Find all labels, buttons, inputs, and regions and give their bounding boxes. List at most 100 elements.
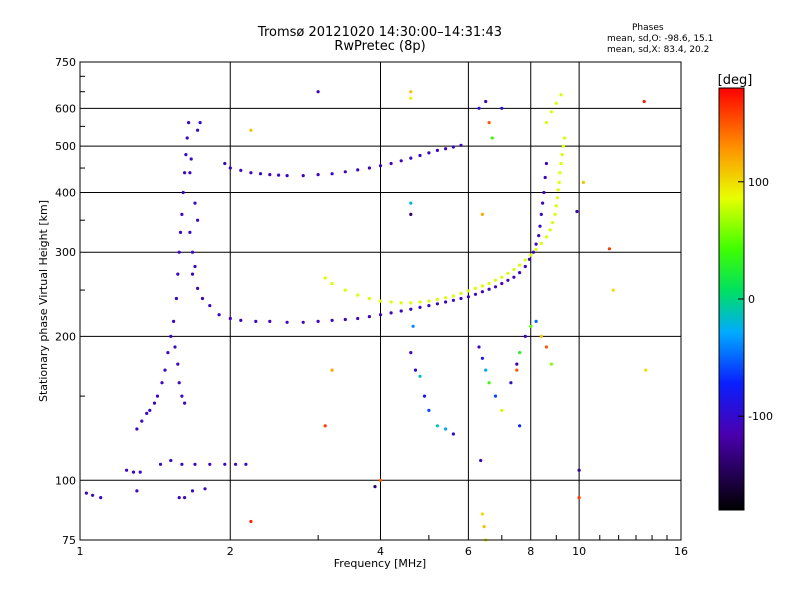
echo-point xyxy=(490,136,494,140)
echo-point xyxy=(515,368,519,372)
echo-point xyxy=(228,316,232,321)
echo-point xyxy=(223,462,227,466)
x-tick-label: 4 xyxy=(377,545,384,558)
y-tick-label: 400 xyxy=(55,186,76,199)
echo-point xyxy=(399,309,403,313)
echo-point xyxy=(500,281,504,286)
echo-point xyxy=(378,164,383,168)
echo-point xyxy=(418,374,422,378)
echo-point xyxy=(559,161,563,166)
echo-point xyxy=(427,304,431,308)
echo-point xyxy=(493,285,498,289)
echo-point xyxy=(548,228,552,232)
echo-point xyxy=(196,218,200,222)
echo-point xyxy=(174,296,178,301)
echo-point xyxy=(554,101,558,105)
echo-point xyxy=(378,299,383,303)
echo-point xyxy=(389,161,393,166)
echo-point xyxy=(577,496,581,500)
echo-point xyxy=(239,318,243,322)
echo-point xyxy=(163,368,167,372)
echo-point xyxy=(551,221,555,225)
echo-point xyxy=(208,462,212,466)
echo-point xyxy=(188,171,192,175)
colorbar-ticks: 100 0 -100 xyxy=(738,176,773,423)
echo-point xyxy=(544,345,549,349)
echo-point xyxy=(228,166,232,170)
echo-point xyxy=(473,292,478,296)
echo-point xyxy=(506,271,510,275)
echo-point xyxy=(91,493,95,497)
echo-point xyxy=(537,234,541,238)
y-tick-label: 500 xyxy=(55,140,76,153)
echo-point xyxy=(343,317,347,322)
echo-point xyxy=(466,289,470,293)
echo-point xyxy=(506,278,510,282)
echo-point xyxy=(427,299,431,303)
y-tick-label: 200 xyxy=(55,330,76,343)
echo-point xyxy=(244,462,248,466)
echo-point xyxy=(378,478,383,482)
echo-point xyxy=(451,294,455,298)
echo-point xyxy=(487,281,491,286)
echo-point xyxy=(176,362,180,366)
echo-point xyxy=(480,284,484,288)
echo-point xyxy=(158,462,163,466)
echo-point xyxy=(249,519,253,524)
echo-point xyxy=(484,99,488,104)
echo-point xyxy=(539,212,543,216)
echo-point xyxy=(200,296,205,301)
echo-point xyxy=(473,286,478,290)
chart-subtitle: RwPretec (8p) xyxy=(334,39,426,54)
echo-point xyxy=(399,159,403,163)
echo-point xyxy=(185,136,189,140)
echo-point xyxy=(330,368,334,372)
echo-point xyxy=(160,381,164,385)
echo-point xyxy=(169,458,173,463)
echo-point xyxy=(581,180,586,184)
echo-point xyxy=(435,424,439,428)
echo-point xyxy=(181,190,185,195)
echo-point xyxy=(330,318,334,322)
echo-point xyxy=(518,424,522,428)
echo-point xyxy=(145,411,149,415)
echo-point xyxy=(451,298,455,302)
echo-point xyxy=(560,153,564,157)
echo-point xyxy=(459,143,463,147)
echo-point xyxy=(451,145,455,149)
echo-point xyxy=(169,334,173,338)
echo-point xyxy=(323,424,327,428)
echo-point xyxy=(531,250,536,254)
echo-point xyxy=(549,362,554,366)
echo-point xyxy=(487,121,491,125)
phases-x-mode-stats: mean, sd,X: 83.4, 20.2 xyxy=(607,45,710,55)
data-points xyxy=(84,90,648,542)
echo-point xyxy=(409,90,413,94)
echo-point xyxy=(173,345,177,349)
echo-point xyxy=(561,144,566,148)
colorbar-tick-label: 100 xyxy=(748,176,769,189)
echo-point xyxy=(172,319,176,323)
echo-point xyxy=(183,401,187,405)
echo-point xyxy=(196,286,200,290)
phases-heading: Phases xyxy=(632,23,664,33)
echo-point xyxy=(518,263,522,267)
echo-point xyxy=(409,307,413,311)
echo-point xyxy=(427,151,431,155)
echo-point xyxy=(187,121,191,125)
echo-point xyxy=(177,381,181,385)
echo-point xyxy=(189,157,193,161)
echo-point xyxy=(556,188,560,192)
colorbar-tick-label: -100 xyxy=(748,410,773,423)
echo-point xyxy=(183,171,187,175)
x-tick-label: 16 xyxy=(674,545,688,558)
echo-point xyxy=(607,247,612,251)
echo-point xyxy=(135,489,139,493)
colorbar-unit-label: [deg] xyxy=(718,73,753,88)
echo-point xyxy=(544,235,549,239)
echo-point xyxy=(515,362,519,366)
echo-point xyxy=(557,180,561,184)
echo-point xyxy=(413,368,418,372)
echo-point xyxy=(367,296,371,301)
echo-point xyxy=(330,172,334,176)
